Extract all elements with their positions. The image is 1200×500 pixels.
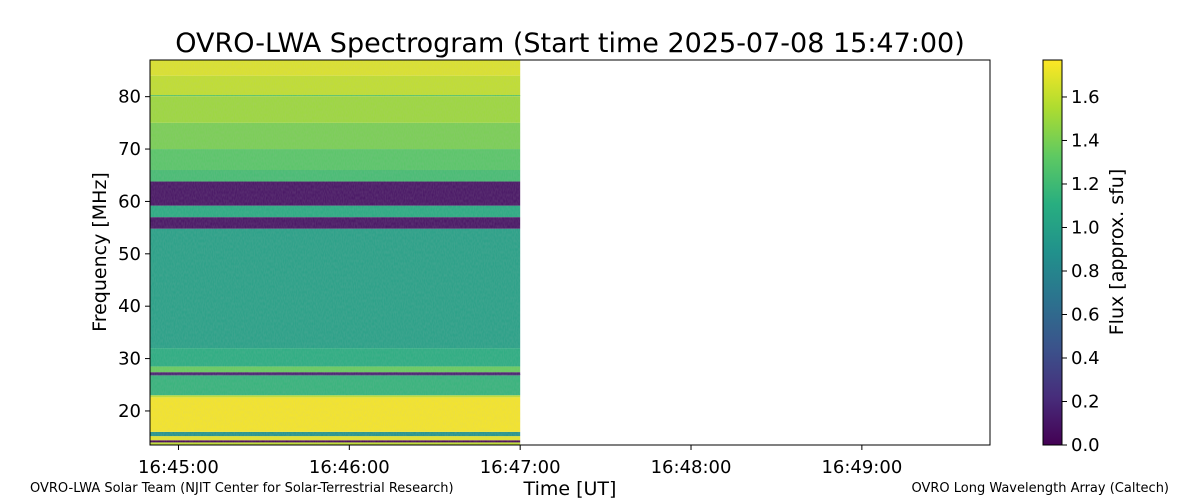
- colorbar-tick-label: 0.2: [1071, 391, 1100, 412]
- colorbar-tick-label: 1.6: [1071, 87, 1100, 108]
- chart-title: OVRO-LWA Spectrogram (Start time 2025-07…: [175, 28, 965, 59]
- x-tick-label: 16:49:00: [821, 457, 902, 478]
- x-tick-label: 16:48:00: [651, 457, 732, 478]
- y-tick-label: 20: [118, 401, 141, 422]
- spectrogram-grain: [150, 60, 521, 445]
- x-tick-label: 16:47:00: [480, 457, 561, 478]
- y-tick-label: 70: [118, 139, 141, 160]
- y-tick-label: 30: [118, 349, 141, 370]
- colorbar: [1042, 59, 1063, 446]
- colorbar-tick-label: 0.0: [1071, 435, 1100, 456]
- x-tick-label: 16:45:00: [138, 457, 219, 478]
- y-tick-label: 60: [118, 191, 141, 212]
- y-tick-label: 80: [118, 87, 141, 108]
- x-axis: 16:45:00 16:46:00 16:47:00 16:48:00 16:49:00: [138, 445, 902, 478]
- y-tick-label: 40: [118, 296, 141, 317]
- colorbar-axis: 0.0 0.2 0.4 0.6 0.8 1.0 1.2 1.4 1.6: [1062, 87, 1100, 456]
- y-axis: 20 30 40 50 60 70 80: [118, 87, 150, 422]
- credit-right: OVRO Long Wavelength Array (Caltech): [911, 481, 1169, 496]
- colorbar-tick-label: 1.2: [1071, 174, 1100, 195]
- x-axis-label: Time [UT]: [523, 478, 617, 500]
- colorbar-tick-label: 0.8: [1071, 261, 1100, 282]
- colorbar-tick-label: 0.6: [1071, 304, 1100, 325]
- colorbar-tick-label: 0.4: [1071, 348, 1100, 369]
- plot-frame: [149, 59, 991, 446]
- colorbar-tick-label: 1.0: [1071, 217, 1100, 238]
- x-tick-label: 16:46:00: [309, 457, 390, 478]
- colorbar-tick-label: 1.4: [1071, 130, 1100, 151]
- noise-texture: [150, 60, 521, 445]
- y-tick-label: 50: [118, 244, 141, 265]
- credit-left: OVRO-LWA Solar Team (NJIT Center for Sol…: [30, 481, 454, 496]
- y-axis-label: Frequency [MHz]: [89, 172, 111, 332]
- colorbar-label: Flux [approx. sfu]: [1106, 169, 1128, 336]
